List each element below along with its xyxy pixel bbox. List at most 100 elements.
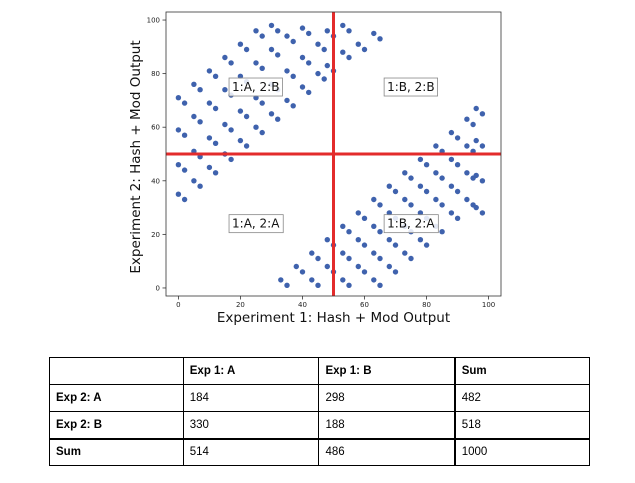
x-tick-label: 20 (236, 301, 245, 309)
data-point (377, 36, 383, 42)
data-point (191, 178, 197, 184)
data-point (259, 33, 265, 39)
data-point (191, 113, 197, 120)
data-point (237, 108, 244, 114)
data-point (346, 255, 352, 262)
data-point (386, 210, 392, 216)
table-header-row: Exp 1: A Exp 1: B Sum (49, 357, 590, 385)
data-point (253, 28, 259, 34)
data-point (377, 229, 383, 235)
data-point (212, 105, 219, 112)
data-point (361, 215, 368, 221)
data-point (361, 269, 368, 275)
table-cell: 1000 (453, 437, 590, 466)
data-point (206, 135, 213, 141)
quadrant-label-box (383, 214, 439, 234)
data-point (206, 68, 213, 74)
quadrant-annotations: 1:A, 2:B 1:B, 2:B 1:A, 2:A 1:B, 2:A (228, 77, 439, 234)
table-cell: 298 (318, 384, 456, 412)
data-point (423, 242, 430, 248)
data-point (361, 46, 368, 53)
data-point (197, 119, 203, 125)
data-point (439, 175, 445, 181)
data-point (377, 282, 383, 288)
data-point (448, 183, 455, 189)
data-point (284, 97, 290, 104)
data-point (377, 255, 383, 262)
quadrant-label-box (383, 77, 438, 97)
data-point (324, 62, 330, 69)
data-point (361, 242, 368, 248)
data-point (306, 89, 312, 96)
x-tick-label: 100 (482, 301, 495, 309)
data-point (479, 143, 486, 149)
data-point (237, 137, 244, 144)
data-point (464, 143, 470, 149)
data-point (433, 170, 439, 176)
data-point (464, 196, 470, 203)
data-point (340, 223, 346, 229)
table-body: Exp 1: A Exp 1: B Sum Exp 2: A 184 298 482 Exp … (49, 357, 590, 466)
x-tick-label: 80 (422, 301, 431, 309)
data-point (464, 170, 470, 176)
data-point (355, 210, 361, 216)
data-point (408, 202, 414, 208)
data-point (253, 60, 259, 66)
y-tick-label: 100 (147, 17, 160, 25)
data-point (259, 129, 265, 136)
y-tick-label: 40 (151, 177, 160, 185)
quadrant-label: 1:B, 2:B (383, 77, 438, 97)
data-point (284, 33, 290, 39)
table-header-cell (49, 357, 184, 385)
data-point (417, 156, 424, 163)
data-point (454, 162, 461, 168)
data-point (371, 30, 377, 37)
data-point (278, 277, 284, 283)
data-point (315, 255, 321, 262)
data-point (299, 269, 306, 275)
data-point (324, 237, 330, 243)
data-point (284, 68, 290, 74)
table-row-label: Sum (49, 437, 184, 466)
data-point (346, 28, 352, 34)
data-point (243, 46, 250, 53)
y-axis-label: Experiment 2: Hash + Mod Output (128, 40, 144, 273)
table-cell: 486 (318, 437, 456, 466)
data-point (222, 87, 228, 93)
data-point (290, 73, 296, 80)
data-point (212, 73, 219, 80)
data-point (191, 81, 197, 88)
data-point (306, 60, 312, 66)
data-point (386, 183, 392, 189)
data-point (473, 204, 479, 211)
plot-frame (165, 11, 502, 297)
data-point (448, 210, 455, 216)
y-tick-label: 60 (151, 124, 160, 132)
quadrant-label-box (228, 214, 284, 234)
x-axis-label: Experiment 1: Hash + Mod Output (217, 310, 450, 326)
data-point (346, 54, 352, 61)
data-point (340, 49, 346, 55)
data-point (470, 121, 476, 128)
data-point (464, 116, 470, 122)
quadrant-label-text: 1:A, 2:A (232, 217, 280, 231)
data-point (346, 282, 352, 288)
data-point (275, 52, 281, 58)
table-cell: 188 (318, 411, 456, 439)
data-point (237, 41, 244, 47)
data-point (275, 28, 281, 34)
data-point (346, 229, 352, 235)
data-point (479, 178, 486, 184)
data-point (290, 103, 296, 109)
data-point (309, 277, 315, 283)
contingency-table: Exp 1: A Exp 1: B Sum Exp 2: A 184 298 482 Exp … (49, 357, 590, 466)
data-point (284, 282, 290, 288)
x-tick-label: 0 (176, 301, 180, 309)
data-point (454, 188, 461, 195)
data-point (386, 263, 392, 270)
data-point (315, 41, 321, 47)
data-point (355, 263, 361, 270)
x-tick-label: 40 (298, 301, 307, 309)
data-point (324, 28, 330, 34)
data-point (212, 170, 219, 176)
